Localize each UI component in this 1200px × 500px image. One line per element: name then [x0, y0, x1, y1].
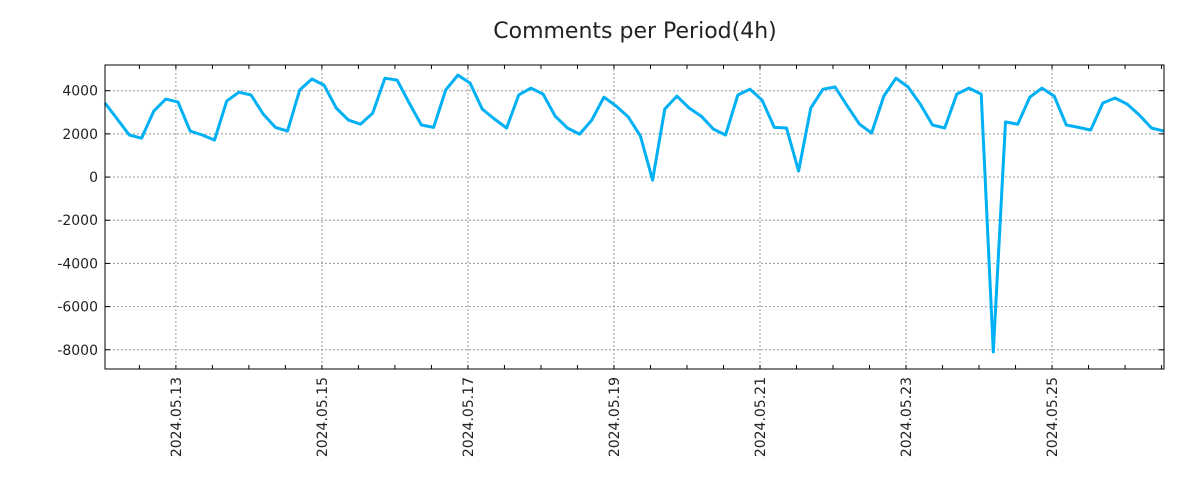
x-tick-label: 2024.05.15 — [315, 377, 331, 457]
series-line-comments — [103, 73, 1165, 354]
x-tick-label: 2024.05.25 — [1045, 377, 1061, 457]
axis-ticks: 4000 2000 0 -2000 -4000 -6000 -8000 2024.05.13 2… — [57, 65, 1164, 457]
data-points — [104, 75, 1164, 353]
chart-title: Comments per Period(4h) — [493, 19, 777, 44]
y-tick-label: 2000 — [62, 127, 98, 143]
y-tick-label: 0 — [89, 170, 98, 186]
x-tick-label: 2024.05.13 — [169, 377, 185, 457]
x-tick-label: 2024.05.23 — [899, 377, 915, 457]
y-tick-label: -6000 — [57, 300, 98, 316]
grid-lines — [105, 65, 1164, 369]
x-tick-label: 2024.05.21 — [753, 377, 769, 457]
x-tick-label: 2024.05.19 — [607, 377, 623, 457]
x-tick-label: 2024.05.17 — [461, 377, 477, 457]
y-tick-label: -4000 — [57, 256, 98, 272]
y-tick-label: -2000 — [57, 213, 98, 229]
y-tick-label: 4000 — [62, 84, 98, 100]
plot-frame — [104, 64, 1165, 370]
y-tick-label: -8000 — [57, 343, 98, 359]
